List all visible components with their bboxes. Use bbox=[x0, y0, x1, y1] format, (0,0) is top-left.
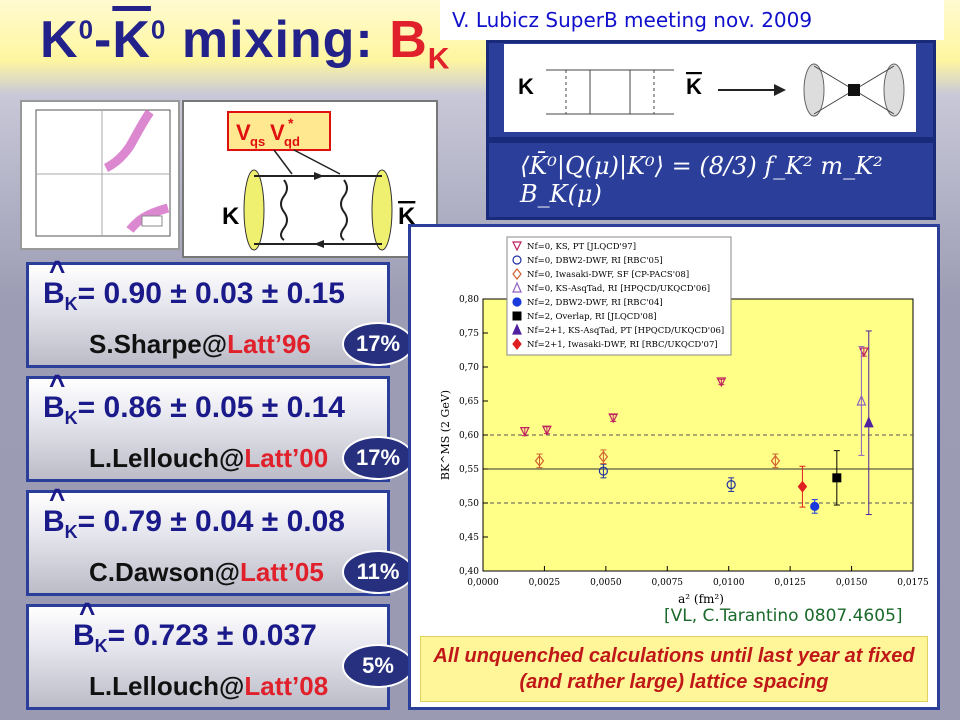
bk-card-1: BK= 0.90 ± 0.03 ± 0.15 S.Sharpe@Latt’96 bbox=[26, 255, 390, 368]
ckm-plot-svg bbox=[35, 109, 171, 237]
x-tick-label: 0,0000 bbox=[467, 578, 499, 588]
y-tick-label: 0,55 bbox=[459, 465, 479, 475]
data-point bbox=[598, 450, 609, 463]
conj-star: * bbox=[288, 115, 294, 131]
data-point bbox=[512, 297, 522, 307]
data-point bbox=[797, 480, 808, 493]
y-tick-label: 0,45 bbox=[459, 533, 479, 543]
x-tick-label: 0,0075 bbox=[652, 578, 684, 588]
error-badge: 5% bbox=[342, 644, 414, 688]
y-tick-label: 0,70 bbox=[459, 363, 479, 373]
bk-card-4: BK= 0.723 ± 0.037 L.Lellouch@Latt’08 bbox=[26, 597, 390, 710]
legend-entry: Nf=0, DBW2-DWF, RI [RBC'05] bbox=[527, 256, 663, 266]
x-tick-label: 0,0150 bbox=[836, 578, 868, 588]
legend-entry: Nf=0, KS, PT [JLQCD'97] bbox=[527, 242, 636, 252]
data-point bbox=[863, 416, 874, 428]
legend-entry: Nf=2+1, Iwasaki-DWF, RI [RBC/UKQCD'07] bbox=[527, 340, 718, 350]
ckm-constraint-plot bbox=[20, 100, 180, 250]
legend-entry: Nf=2, DBW2-DWF, RI [RBC'04] bbox=[527, 298, 663, 308]
vqs-antikaon-label: K bbox=[398, 203, 416, 230]
bk-lattice-chart-frame: 0,0000 0,0025 0,0050 0,0075 0,0100 0,0125 0,01… bbox=[408, 224, 940, 710]
vqs-box-diagram: V qs V qd * K K bbox=[182, 100, 438, 258]
legend-entry: Nf=0, Iwasaki-DWF, SF [CP-PACS'08] bbox=[527, 270, 689, 280]
data-point bbox=[541, 425, 552, 436]
y-tick-label: 0,80 bbox=[459, 295, 479, 305]
y-tick-label: 0,40 bbox=[459, 567, 479, 577]
data-point bbox=[832, 473, 842, 483]
y-tick-label: 0,60 bbox=[459, 431, 479, 441]
data-point bbox=[512, 268, 522, 280]
data-point bbox=[810, 501, 820, 511]
meeting-credit: V. Lubicz SuperB meeting nov. 2009 bbox=[440, 0, 944, 40]
x-tick-label: 0,0025 bbox=[529, 578, 561, 588]
bk-author: C.Dawson@Latt’05 bbox=[89, 557, 324, 587]
antikaon-label: K bbox=[686, 74, 702, 99]
vqd-sub: qd bbox=[284, 134, 300, 149]
bk-card-2: BK= 0.86 ± 0.05 ± 0.14 L.Lellouch@Latt’0… bbox=[26, 369, 390, 482]
matrix-element-formula: ⟨K̄⁰|Q(μ)|K⁰⟩ = (8/3) f_K² m_K² B_K(μ) bbox=[520, 152, 883, 208]
bk-author: L.Lellouch@Latt’00 bbox=[89, 443, 329, 473]
y-axis-label: BK^MS (2 GeV) bbox=[439, 390, 452, 480]
x-tick-label: 0,0175 bbox=[897, 578, 929, 588]
data-point bbox=[856, 394, 867, 406]
legend-box bbox=[506, 236, 732, 356]
bk-card-3: BK= 0.79 ± 0.04 ± 0.08 C.Dawson@Latt’05 bbox=[26, 483, 390, 596]
bk-value: BK= 0.90 ± 0.03 ± 0.15 bbox=[43, 255, 345, 315]
error-badge: 11% bbox=[342, 550, 414, 594]
legend-entry: Nf=2+1, KS-AsqTad, PT [HPQCD/UKQCD'06] bbox=[527, 326, 724, 336]
data-point bbox=[770, 454, 781, 467]
error-badge: 17% bbox=[342, 322, 414, 366]
x-tick-label: 0,0100 bbox=[713, 578, 745, 588]
reference-citation: [VL, C.Tarantino 0807.4605] bbox=[664, 606, 903, 626]
legend-entry: Nf=2, Overlap, RI [JLQCD'08] bbox=[527, 312, 657, 322]
kaon-label: K bbox=[518, 74, 534, 99]
data-point bbox=[512, 338, 522, 350]
vqs-sub: qs bbox=[250, 134, 265, 149]
legend-entry: Nf=0, KS-AsqTad, RI [HPQCD/UKQCD'06] bbox=[527, 284, 710, 294]
data-point bbox=[608, 413, 619, 424]
bk-value: BK= 0.79 ± 0.04 ± 0.08 bbox=[43, 483, 345, 543]
slide-title: K0-K0 mixing: BK bbox=[40, 11, 451, 76]
data-point bbox=[512, 241, 522, 252]
y-tick-label: 0,65 bbox=[459, 397, 479, 407]
x-axis-label: a² (fm²) bbox=[678, 592, 724, 606]
vqs-label: V bbox=[236, 120, 251, 145]
bk-author: L.Lellouch@Latt’08 bbox=[89, 671, 329, 701]
data-point bbox=[534, 454, 545, 467]
data-point bbox=[512, 323, 522, 335]
data-point bbox=[519, 427, 530, 437]
data-point bbox=[726, 480, 736, 490]
data-point bbox=[716, 377, 727, 388]
data-point bbox=[598, 466, 608, 476]
matrix-element-panel bbox=[486, 140, 936, 220]
bk-value: BK= 0.723 ± 0.037 bbox=[73, 597, 317, 657]
vqs-diagram-svg: V qs V qd * K K bbox=[222, 111, 416, 251]
vqs-kaon-label: K bbox=[222, 203, 240, 230]
bk-value: BK= 0.86 ± 0.05 ± 0.14 bbox=[43, 369, 345, 429]
vqd-label: V bbox=[270, 120, 285, 145]
x-tick-label: 0,0050 bbox=[590, 578, 622, 588]
data-point bbox=[512, 281, 522, 293]
data-point bbox=[512, 255, 522, 265]
box-diagram-figure: K K bbox=[504, 44, 916, 132]
error-badge: 17% bbox=[342, 436, 414, 480]
bk-lattice-chart: 0,0000 0,0025 0,0050 0,0075 0,0100 0,0125 0,01… bbox=[439, 236, 929, 606]
unquenched-note: All unquenched calculations until last y… bbox=[420, 636, 928, 702]
x-tick-label: 0,0125 bbox=[774, 578, 806, 588]
y-tick-label: 0,50 bbox=[459, 499, 479, 509]
y-tick-label: 0,75 bbox=[459, 329, 479, 339]
bk-author: S.Sharpe@Latt’96 bbox=[89, 329, 311, 359]
data-point bbox=[512, 311, 522, 321]
box-diagram-svg: K K bbox=[518, 63, 905, 117]
